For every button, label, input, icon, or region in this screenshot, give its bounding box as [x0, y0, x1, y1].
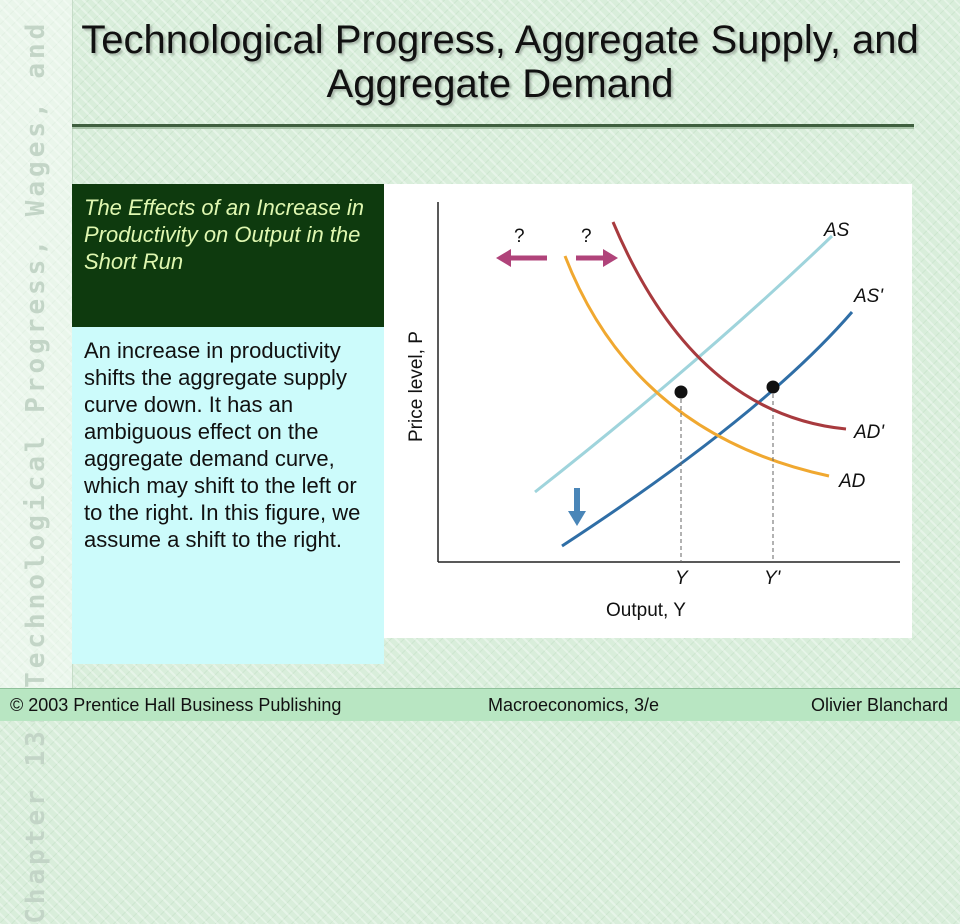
question-mark-left: ? — [514, 226, 525, 247]
side-band: Chapter 13: Technological Progress, Wage… — [0, 0, 73, 924]
slide-title: Technological Progress, Aggregate Supply… — [81, 18, 919, 106]
ad-curve — [563, 255, 830, 478]
footer-author: Olivier Blanchard — [810, 695, 948, 715]
footer-copyright: © 2003 Prentice Hall Business Publishing — [10, 695, 342, 715]
y-axis-label: Price level, P — [406, 331, 427, 442]
as-curve — [534, 234, 834, 494]
figure-description: An increase in productivity shifts the a… — [72, 327, 384, 664]
as-new-curve-label: AS' — [853, 286, 884, 307]
right-shift-arrow-icon — [576, 249, 618, 267]
as-ad-diagram: ? ? AS AS' AD' AD Y Y' Output, Y Price l… — [406, 202, 900, 621]
ad-new-curve-label: AD' — [853, 422, 885, 443]
footer-book-title: Macroeconomics, 3/e — [488, 695, 660, 715]
left-shift-arrow-icon — [496, 249, 547, 267]
ad-new-curve — [611, 221, 847, 431]
ad-curve-label: AD — [838, 471, 866, 492]
equilibrium-point-new — [766, 380, 780, 394]
x-axis-label: Output, Y — [606, 600, 686, 621]
down-shift-arrow-icon — [568, 488, 586, 526]
question-mark-right: ? — [581, 226, 592, 247]
as-curve-label: AS — [823, 220, 850, 241]
equilibrium-point-initial — [674, 385, 688, 399]
figure-caption: The Effects of an Increase in Productivi… — [72, 184, 384, 327]
diagram-panel: ? ? AS AS' AD' AD Y Y' Output, Y Price l… — [384, 184, 912, 638]
footer-bar: © 2003 Prentice Hall Business Publishing… — [0, 688, 960, 721]
title-divider — [72, 124, 914, 129]
tick-label-y-new: Y' — [764, 568, 782, 589]
as-new-curve — [561, 311, 854, 548]
tick-label-y: Y — [675, 568, 689, 589]
chapter-side-label: Chapter 13: Technological Progress, Wage… — [21, 0, 51, 924]
